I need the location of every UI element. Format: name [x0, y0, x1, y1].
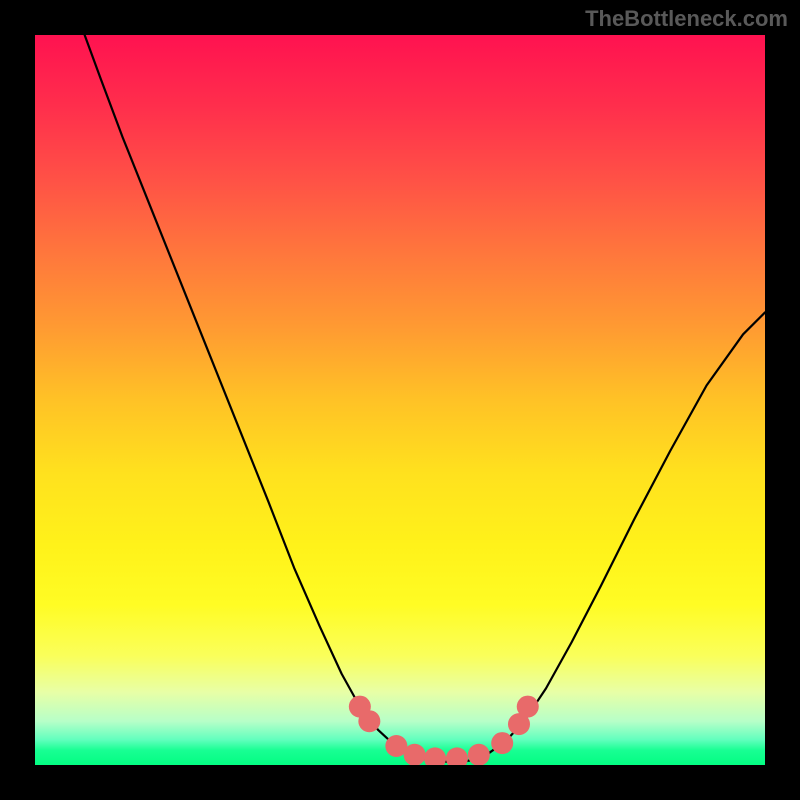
chart-frame: TheBottleneck.com — [0, 0, 800, 800]
optimal-marker — [491, 732, 513, 754]
optimal-marker — [358, 710, 380, 732]
optimal-marker — [404, 744, 426, 765]
chart-svg — [35, 35, 765, 765]
optimal-marker — [517, 696, 539, 718]
chart-background — [35, 35, 765, 765]
optimal-marker — [468, 744, 490, 765]
chart-plot-area — [35, 35, 765, 765]
watermark-text: TheBottleneck.com — [585, 6, 788, 32]
